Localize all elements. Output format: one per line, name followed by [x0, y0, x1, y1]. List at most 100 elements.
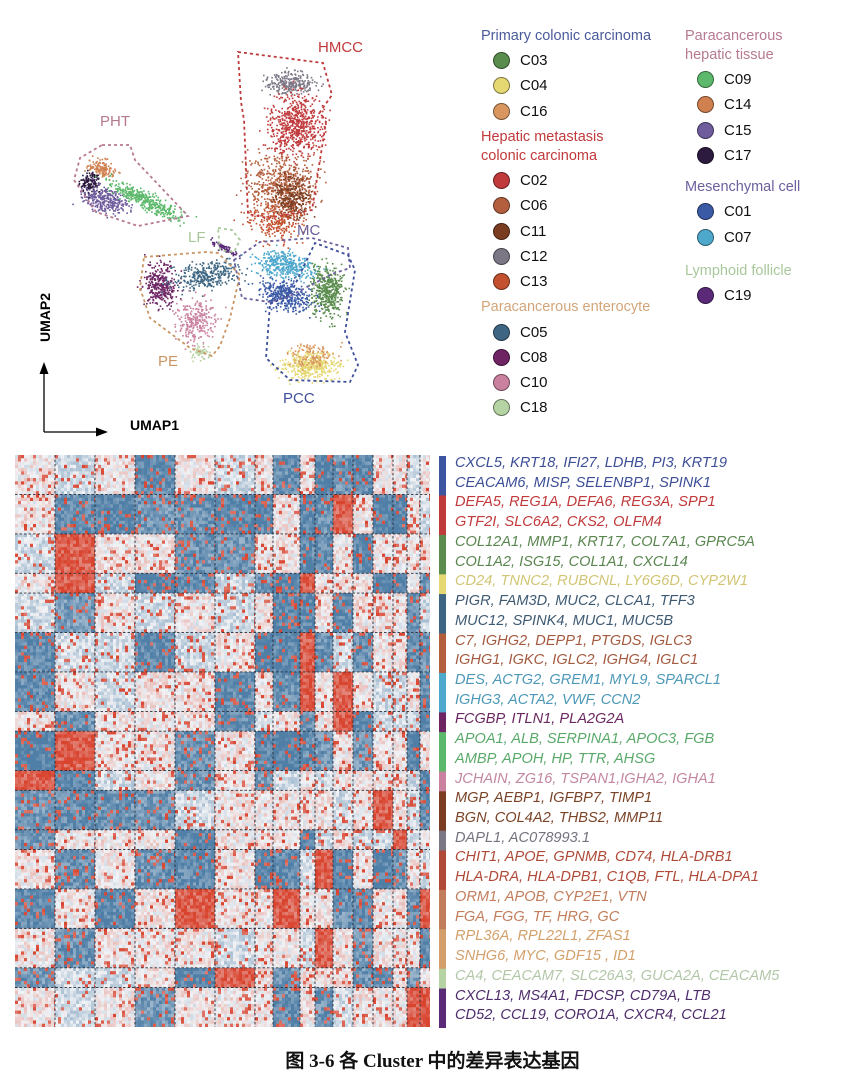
umap-point	[313, 125, 315, 128]
umap-point	[308, 117, 311, 119]
umap-point	[267, 264, 270, 266]
umap-point	[277, 297, 280, 299]
umap-point	[81, 196, 84, 199]
umap-point	[278, 178, 281, 180]
umap-point	[291, 134, 294, 137]
umap-point	[118, 202, 121, 205]
umap-point	[272, 199, 274, 201]
umap-point	[306, 77, 308, 79]
umap-point	[268, 188, 270, 190]
umap-point	[164, 289, 166, 291]
umap-point	[284, 82, 287, 84]
umap-point	[243, 212, 245, 214]
umap-point	[274, 148, 276, 151]
umap-point	[294, 189, 297, 192]
umap-point	[279, 169, 281, 172]
umap-point	[208, 275, 210, 278]
umap-point	[313, 295, 315, 297]
umap-point	[264, 310, 267, 313]
umap-point	[278, 256, 281, 259]
umap-point	[199, 282, 202, 284]
umap-point	[305, 160, 307, 162]
umap-point	[173, 289, 175, 292]
umap-point	[301, 196, 303, 199]
umap-point	[276, 132, 279, 134]
umap-point	[292, 117, 295, 120]
umap-point	[308, 131, 310, 133]
umap-point	[258, 171, 261, 174]
umap-point	[283, 232, 285, 234]
umap-point	[311, 114, 314, 117]
umap-point	[286, 291, 289, 294]
umap-point	[175, 311, 177, 314]
umap-point	[298, 259, 301, 261]
umap-point	[128, 195, 130, 197]
umap-point	[170, 305, 172, 307]
umap-point	[293, 274, 296, 276]
umap-point	[290, 211, 293, 214]
umap-point	[302, 183, 305, 185]
umap-point	[161, 208, 164, 211]
umap-point	[280, 187, 282, 190]
umap-point	[327, 289, 329, 291]
umap-point	[125, 187, 127, 189]
umap-point	[286, 154, 289, 156]
umap-point	[290, 233, 292, 235]
umap-point	[175, 273, 178, 276]
umap-point	[166, 217, 169, 219]
umap-point	[295, 120, 298, 123]
umap-point	[154, 294, 156, 296]
umap-point	[237, 264, 239, 266]
umap-point	[289, 264, 292, 267]
umap-point	[166, 305, 168, 307]
umap-point	[162, 212, 164, 214]
umap-point	[295, 269, 298, 272]
umap-point	[321, 128, 324, 130]
umap-point	[284, 200, 286, 202]
umap-point	[280, 141, 282, 144]
umap-point	[106, 195, 109, 197]
umap-point	[111, 202, 113, 204]
umap-point	[274, 296, 277, 298]
umap-point	[203, 279, 205, 282]
umap-point	[265, 302, 267, 305]
umap-point	[297, 95, 299, 98]
umap-point	[308, 266, 310, 268]
umap-point	[244, 173, 247, 175]
umap-point	[227, 249, 229, 252]
umap-point	[283, 212, 285, 214]
umap-point	[284, 86, 286, 88]
umap-point	[220, 265, 222, 268]
umap-point	[258, 289, 260, 292]
umap-point	[327, 286, 330, 289]
umap-point	[102, 172, 105, 175]
umap-point	[286, 285, 289, 287]
umap-cluster-c14	[84, 155, 121, 181]
umap-point	[276, 162, 278, 165]
umap-point	[161, 275, 163, 277]
umap-point	[318, 274, 321, 276]
umap-point	[105, 168, 107, 170]
umap-point	[191, 318, 194, 320]
umap-point	[311, 288, 313, 290]
umap-point	[302, 220, 305, 222]
umap-point	[206, 309, 208, 311]
umap-point	[275, 268, 277, 270]
umap-point	[177, 309, 180, 312]
umap-point	[154, 279, 156, 281]
umap-point	[152, 295, 155, 298]
umap-point	[284, 255, 287, 257]
umap-point	[259, 130, 261, 132]
umap-point	[310, 273, 313, 276]
umap-point	[263, 284, 265, 287]
umap-point	[314, 120, 317, 123]
umap-point	[199, 349, 202, 351]
umap-point	[146, 199, 149, 201]
umap-point	[242, 182, 244, 185]
umap-point	[292, 218, 295, 220]
umap-point	[164, 295, 167, 298]
umap-point	[187, 316, 189, 319]
umap-point	[259, 170, 261, 173]
umap-point	[80, 191, 82, 193]
umap-point	[264, 257, 266, 259]
